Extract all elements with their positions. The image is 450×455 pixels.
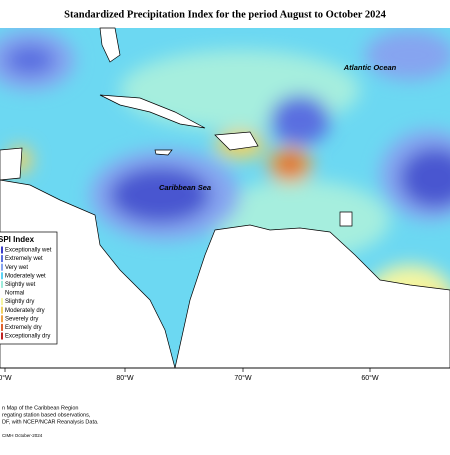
ocean-label: Atlantic Ocean [343, 63, 397, 72]
legend-box [0, 231, 58, 345]
note: regating station based observations, [2, 412, 91, 418]
legend-label: Exceptionally dry [5, 334, 50, 340]
legend-swatch [1, 289, 3, 297]
legend-label: Exceptionally wet [5, 248, 52, 254]
longitude-label: 0°W [0, 374, 12, 382]
legend-swatch [1, 315, 3, 323]
legend-label: Extremely dry [5, 325, 42, 331]
longitude-label: 60°W [361, 374, 379, 382]
legend-swatch [1, 263, 3, 271]
legend-swatch [1, 298, 3, 306]
legend-swatch [1, 323, 3, 331]
note: CIMH October-2024 [2, 433, 43, 438]
legend-swatch [1, 306, 3, 314]
longitude-labels: 0°W 80°W 70°W 60°W [0, 368, 379, 382]
legend-swatch [1, 280, 3, 288]
map-title: Standardized Precipitation Index for the… [64, 9, 386, 20]
ocean-label: Caribbean Sea [159, 183, 211, 192]
longitude-label: 70°W [234, 374, 252, 382]
legend-label: Moderately wet [5, 273, 46, 279]
legend-label: Slightly dry [5, 299, 34, 305]
legend-swatch [1, 272, 3, 280]
legend: SPI Index Exceptionally wet Extremely wet… [0, 231, 58, 345]
legend-swatch [1, 246, 3, 254]
note: n Map of the Caribbean Region [2, 405, 78, 411]
legend-swatch [1, 332, 3, 340]
legend-label: Extremely wet [5, 256, 43, 262]
legend-label: Very wet [5, 265, 28, 271]
legend-label: Slightly wet [5, 282, 36, 288]
legend-label: Moderately dry [5, 308, 45, 314]
legend-label: Normal [5, 291, 24, 297]
legend-label: Severely dry [5, 316, 38, 322]
note: DF, with NCEP/NCAR Reanalysis Data. [2, 419, 99, 425]
legend-swatch [1, 255, 3, 263]
longitude-label: 80°W [116, 374, 134, 382]
legend-title: SPI Index [0, 235, 35, 244]
